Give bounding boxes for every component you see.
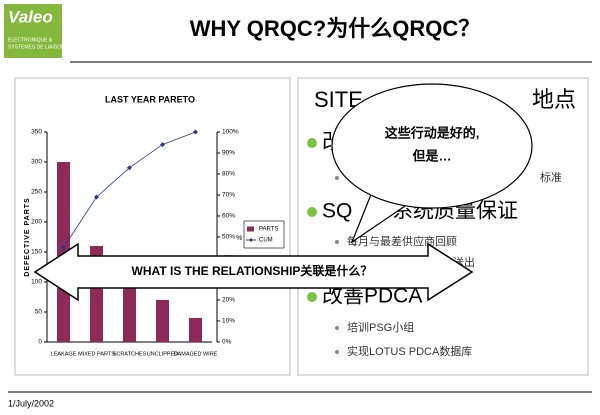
panel-heading: 地点 <box>532 87 576 112</box>
callout-text: 但是… <box>411 148 451 163</box>
y-tick-label: 300 <box>31 159 42 166</box>
y2-tick-label: 0% <box>222 339 232 346</box>
x-tick-label: SCRATCHES <box>113 351 147 357</box>
x-tick-label: LEAKAGE <box>51 351 77 357</box>
logo-brand: Valeo <box>8 7 53 26</box>
bar <box>156 300 169 342</box>
sub-bullet-text: 实现LOTUS PDCA数据库 <box>347 344 472 358</box>
legend-label: CUM <box>259 238 273 244</box>
bullet-dot <box>307 207 317 217</box>
legend-swatch <box>249 238 253 242</box>
y-tick-label: 100 <box>31 279 42 286</box>
y-tick-label: 200 <box>31 219 42 226</box>
bullet-text: 改善PDCA <box>322 285 422 308</box>
y2-tick-label: 70% <box>222 192 235 199</box>
legend-box <box>243 220 285 249</box>
line-marker <box>61 245 66 250</box>
legend-swatch <box>247 226 254 232</box>
slide-title: WHY QRQC?为什么QRQC？ <box>190 16 480 41</box>
logo-subtitle: SYSTEMES DE LIAISON <box>8 44 65 50</box>
y2-tick-label: 60% <box>222 213 235 220</box>
y2-tick-label: 100% <box>222 129 239 136</box>
chart: LAST YEAR PARETO DEFECTIVE PARTS % 0 50 100 15… <box>24 94 285 357</box>
bar <box>57 162 70 342</box>
bullet-text: SQ <box>322 200 352 223</box>
logo-box <box>4 4 62 58</box>
callout-bubble <box>331 83 533 209</box>
sub-bullet-dot <box>335 326 339 330</box>
sub-bullet-text: 每月与最差供应商回顾 <box>347 234 457 248</box>
callout-text: 这些行动是好的, <box>385 125 480 140</box>
double-arrow <box>33 242 474 302</box>
x-tick-label: UNCLIPPED <box>147 351 179 357</box>
line-marker <box>160 142 165 148</box>
y-tick-label: 350 <box>31 129 42 136</box>
y2-tick-label: 90% <box>222 150 235 157</box>
y2-tick-label: 20% <box>222 297 235 304</box>
y-tick-label: 0 <box>38 339 42 346</box>
bar <box>189 318 202 342</box>
logo-subtitle: ELECTRONIQUE & <box>8 37 53 43</box>
line-marker <box>193 129 198 135</box>
bullet-dot <box>307 138 317 148</box>
y-axis-label: DEFECTIVE PARTS <box>24 197 31 276</box>
bar <box>123 285 136 342</box>
y2-tick-label: 50% <box>222 234 235 241</box>
sub-bullet-dot <box>335 350 339 354</box>
sub-bullet-text: 培训PSG小组 <box>347 320 414 334</box>
x-tick-label: MIXED PARTS <box>78 351 115 357</box>
y-tick-label: 150 <box>31 249 42 256</box>
y2-tick-label: 10% <box>222 318 235 325</box>
bullet-dot <box>307 292 317 302</box>
x-tick-label: DAMAGED WIRE <box>174 351 218 357</box>
y2-axis-label: % <box>236 235 242 242</box>
y2-tick-label: 80% <box>222 171 235 178</box>
sub-bullet-dot <box>335 240 339 244</box>
y-tick-label: 250 <box>31 189 42 196</box>
footer-date: 1/July/2002 <box>8 398 54 408</box>
y-tick-label: 50 <box>35 309 43 316</box>
line-marker <box>127 165 132 171</box>
sub-bullet-text: 标准 <box>540 170 562 184</box>
chart-title: LAST YEAR PARETO <box>105 94 195 104</box>
arrow-label: WHAT IS THE RELATIONSHIP关联是什么？ <box>132 263 373 278</box>
sub-bullet-dot <box>335 176 339 180</box>
line-marker <box>94 194 99 200</box>
callout: 这些行动是好的, 但是… <box>331 83 533 244</box>
legend-label: PARTS <box>259 227 278 233</box>
